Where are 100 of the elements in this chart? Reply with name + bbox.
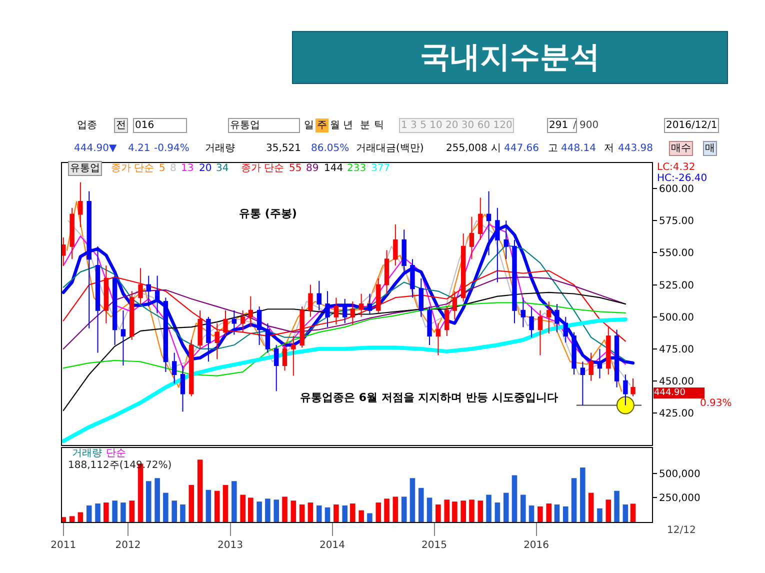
- y-tick-label: 450.00: [659, 376, 694, 388]
- annotation: 유통 (주봉): [239, 207, 297, 220]
- text: / 900: [573, 120, 599, 131]
- bar: [334, 504, 339, 522]
- candlestick: [240, 310, 246, 333]
- text: 89: [306, 163, 319, 174]
- candlestick: [172, 352, 177, 384]
- candlestick: [444, 306, 450, 337]
- candlestick: [189, 339, 194, 397]
- candlestick: [520, 297, 526, 328]
- bar: [376, 502, 382, 522]
- text: 35,521: [266, 143, 301, 154]
- candlestick: [512, 239, 517, 324]
- bar: [460, 500, 466, 522]
- candlestick: [308, 284, 313, 318]
- bar: [606, 500, 612, 522]
- candlestick: [376, 278, 381, 314]
- annotation: 종가 단순: [111, 163, 154, 174]
- bar: [512, 475, 518, 522]
- bar: [614, 490, 620, 522]
- candlestick: [146, 275, 151, 308]
- line-series: [62, 302, 626, 376]
- bar: [520, 494, 526, 522]
- text: 144: [324, 163, 344, 174]
- bar: [401, 496, 407, 522]
- text: 업종: [77, 120, 97, 131]
- text: -0.94%: [154, 143, 190, 154]
- bar: [214, 490, 220, 522]
- candlestick: [282, 342, 288, 372]
- y-tick-label: 550.00: [659, 248, 694, 260]
- bar: [358, 510, 364, 522]
- candlestick: [367, 293, 372, 315]
- bar: [622, 504, 628, 522]
- candlestick: [546, 300, 552, 334]
- bar: [78, 512, 84, 522]
- bar: [206, 490, 212, 522]
- candlestick: [436, 322, 441, 356]
- candlestick: [418, 278, 424, 318]
- text: 매수: [671, 143, 691, 154]
- text: 고: [548, 143, 558, 154]
- annotation: 거래량: [72, 448, 102, 459]
- candlestick: [623, 374, 628, 406]
- bar: [554, 504, 560, 522]
- bar: [172, 500, 177, 522]
- bar: [232, 481, 237, 522]
- candlestick: [120, 310, 126, 366]
- candlestick: [580, 361, 586, 406]
- annotation: 종가 단순: [241, 163, 284, 174]
- bar: [478, 500, 484, 522]
- candlestick: [112, 271, 118, 346]
- bar: [154, 478, 160, 522]
- candlestick: [256, 306, 262, 346]
- bar: [410, 478, 416, 522]
- text: 일: [304, 120, 314, 131]
- text: 86.05%: [311, 143, 350, 154]
- candlestick: [358, 293, 364, 318]
- text: 20: [199, 163, 212, 174]
- candlestick: [427, 306, 432, 346]
- text: 2016/12/1: [666, 120, 718, 131]
- text: 0.93%: [700, 398, 732, 409]
- candlestick: [334, 297, 339, 326]
- line-series: [62, 244, 626, 361]
- y-tick-label: 250,000: [659, 493, 700, 504]
- bar: [316, 505, 322, 522]
- bar: [503, 492, 509, 522]
- x-tick-label: 2011: [50, 540, 76, 551]
- bar: [580, 467, 586, 522]
- candlestick: [265, 322, 270, 354]
- bar: [546, 504, 552, 522]
- text: 4.21: [128, 143, 150, 154]
- bar: [180, 504, 186, 522]
- text: 443.98: [618, 143, 653, 154]
- candlestick: [588, 352, 594, 382]
- x-tick-label: 2016: [524, 540, 550, 551]
- text: 시: [491, 143, 501, 154]
- bar: [308, 502, 314, 522]
- candlestick: [478, 197, 483, 240]
- candlestick: [529, 306, 534, 338]
- bar: [486, 494, 492, 522]
- text: 매: [705, 143, 715, 154]
- bar: [95, 504, 100, 522]
- bar: [452, 502, 458, 522]
- text: 8: [170, 163, 176, 174]
- bar: [436, 504, 441, 522]
- line-series: [62, 276, 626, 350]
- bar: [282, 496, 288, 522]
- bar: [384, 498, 390, 522]
- x-tick-label: 2014: [320, 540, 345, 551]
- bar: [418, 488, 424, 522]
- text: 틱: [374, 120, 384, 131]
- text: 분: [360, 120, 370, 131]
- candlestick: [342, 298, 348, 324]
- bar: [538, 506, 543, 522]
- text: 1 3 5 10 20 30 60 120: [401, 120, 512, 131]
- text: 저: [604, 143, 614, 154]
- bar: [197, 460, 203, 522]
- annotation: 유통업종은 6월 저점을 지지하며 반등 시도중입니다: [300, 391, 558, 404]
- y-tick-label: 475.00: [659, 344, 694, 356]
- candlestick: [232, 310, 237, 336]
- candlestick: [563, 316, 568, 343]
